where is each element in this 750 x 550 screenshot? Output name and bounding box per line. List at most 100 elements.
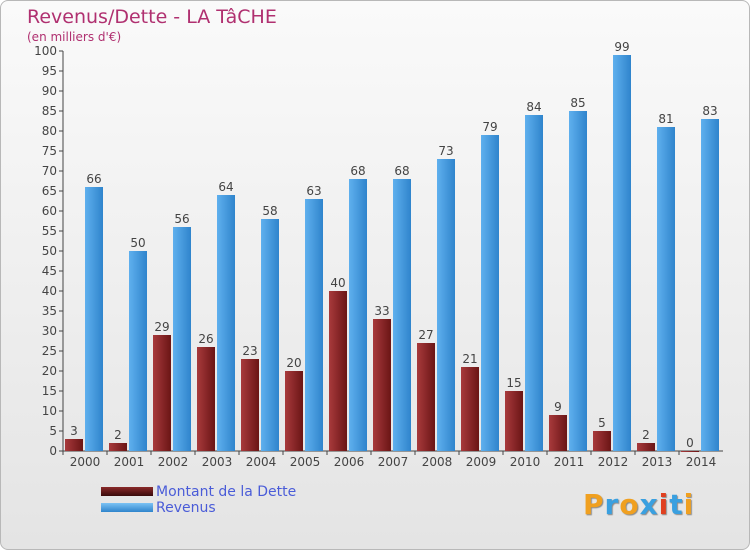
y-tick-label: 35	[42, 304, 57, 318]
y-tick-label: 25	[42, 344, 57, 358]
logo-letter: t	[669, 488, 684, 521]
x-tick-label: 2013	[642, 455, 673, 469]
revenue-bar-label: 99	[614, 40, 629, 54]
x-axis: 2000 2001 2002 2003 2004 2005 2006 2007 2008 2009…	[62, 450, 723, 469]
revenue-bar-label: 68	[350, 164, 365, 178]
y-tick-label: 85	[42, 104, 57, 118]
debt-bar	[241, 359, 259, 451]
logo-letter: x	[639, 488, 659, 521]
x-tick-label: 2005	[290, 455, 321, 469]
y-tick-label: 90	[42, 84, 57, 98]
debt-bar-label: 29	[154, 320, 169, 334]
debt-bar	[505, 391, 523, 451]
debt-bar	[329, 291, 347, 451]
revenue-bar	[437, 159, 455, 451]
revenue-bar	[173, 227, 191, 451]
debt-bar-label: 20	[286, 356, 301, 370]
y-tick-label: 95	[42, 64, 57, 78]
debt-bar-label: 33	[374, 304, 389, 318]
debt-bar-label: 23	[242, 344, 257, 358]
legend-label-debt: Montant de la Dette	[156, 484, 297, 500]
debt-bar-label: 3	[70, 424, 78, 438]
debt-bar-label: 9	[554, 400, 562, 414]
y-tick-label: 55	[42, 224, 57, 238]
debt-bar	[461, 367, 479, 451]
proxiti-logo: Proxiti	[583, 488, 694, 521]
revenue-bar-label: 56	[174, 212, 189, 226]
revenue-bar-label: 50	[130, 236, 145, 250]
revenue-bar-label: 66	[86, 172, 101, 186]
debt-bar	[681, 451, 699, 452]
logo-letter: r	[604, 488, 620, 521]
revenue-bar	[305, 199, 323, 451]
revenue-bar	[657, 127, 675, 451]
debt-bar	[285, 371, 303, 451]
logo-letter: i	[658, 488, 670, 521]
y-tick-label: 20	[42, 364, 57, 378]
x-tick-label: 2001	[114, 455, 145, 469]
x-tick-label: 2006	[334, 455, 365, 469]
x-tick-label: 2012	[598, 455, 629, 469]
y-tick-label: 15	[42, 384, 57, 398]
y-tick-label: 60	[42, 204, 57, 218]
y-tick-label: 65	[42, 184, 57, 198]
x-tick-label: 2004	[246, 455, 277, 469]
legend-swatch-debt	[101, 487, 153, 496]
debt-bar	[65, 439, 83, 451]
debt-bar-label: 2	[642, 428, 650, 442]
revenue-bar-label: 79	[482, 120, 497, 134]
x-tick-label: 2000	[70, 455, 101, 469]
y-tick-label: 30	[42, 324, 57, 338]
chart-subtitle: (en milliers d'€)	[27, 30, 122, 44]
x-tick-label: 2009	[466, 455, 497, 469]
legend-swatch-revenue	[101, 503, 153, 512]
debt-bar	[417, 343, 435, 451]
debt-bar-label: 5	[598, 416, 606, 430]
x-tick-label: 2002	[158, 455, 189, 469]
y-tick-label: 45	[42, 264, 57, 278]
x-tick-label: 2010	[510, 455, 541, 469]
debt-bar	[197, 347, 215, 451]
debt-bar	[549, 415, 567, 451]
x-tick-label: 2003	[202, 455, 233, 469]
revenue-bar-label: 68	[394, 164, 409, 178]
x-tick-label: 2014	[686, 455, 717, 469]
debt-bar	[637, 443, 655, 451]
revenue-bar	[261, 219, 279, 451]
debt-bar-label: 0	[686, 436, 694, 450]
logo-letter: P	[583, 488, 605, 521]
legend-label-revenue: Revenus	[156, 500, 216, 516]
debt-bar	[373, 319, 391, 451]
revenue-bar-label: 63	[306, 184, 321, 198]
debt-bar-label: 26	[198, 332, 213, 346]
revenue-bar-label: 73	[438, 144, 453, 158]
y-tick-label: 100	[34, 44, 57, 58]
revenue-bar	[349, 179, 367, 451]
x-tick-label: 2008	[422, 455, 453, 469]
y-tick-label: 0	[49, 444, 57, 458]
y-tick-label: 70	[42, 164, 57, 178]
revenue-bar	[481, 135, 499, 451]
y-tick-label: 5	[49, 424, 57, 438]
debt-bar-label: 27	[418, 328, 433, 342]
x-tick-label: 2007	[378, 455, 409, 469]
logo-letter: o	[619, 488, 640, 521]
debt-bar-label: 2	[114, 428, 122, 442]
revenue-bar-label: 64	[218, 180, 233, 194]
revenue-bar-label: 83	[702, 104, 717, 118]
debt-bar-label: 21	[462, 352, 477, 366]
y-tick-label: 80	[42, 124, 57, 138]
revenue-bar-label: 84	[526, 100, 541, 114]
revenue-bar	[129, 251, 147, 451]
revenue-bar	[613, 55, 631, 451]
logo-letter: i	[683, 488, 695, 521]
y-axis: 0 5 10 15 20 25 30 35 40 45 50 55 60 65 70 75 80 85 90 95 10…	[34, 44, 64, 458]
debt-bar	[109, 443, 127, 451]
debt-bar	[593, 431, 611, 451]
y-tick-label: 10	[42, 404, 57, 418]
chart-title: Revenus/Dette - LA TâCHE	[27, 6, 277, 28]
y-tick-label: 50	[42, 244, 57, 258]
